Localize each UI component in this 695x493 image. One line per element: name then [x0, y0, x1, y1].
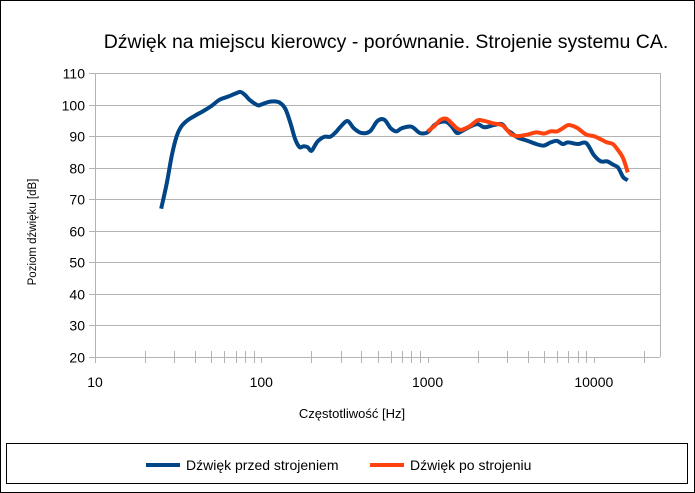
- y-tick-label: 20: [69, 350, 85, 366]
- x-tick-label: 10: [87, 374, 103, 390]
- legend-label-before: Dźwięk przed strojeniem: [186, 457, 339, 473]
- x-tick-label: 10000: [574, 374, 613, 390]
- y-tick-label: 70: [69, 192, 85, 208]
- series-layer: [159, 89, 630, 210]
- legend-entry-before: Dźwięk przed strojeniem: [146, 457, 339, 473]
- y-tick-label: 80: [69, 161, 85, 177]
- y-tick-label: 110: [63, 66, 86, 82]
- x-axis-label: Częstotliwość [Hz]: [299, 406, 405, 421]
- y-tick-label: 30: [69, 318, 85, 334]
- grid-layer: [89, 73, 660, 358]
- legend-label-after: Dźwięk po strojeniu: [410, 457, 531, 473]
- y-tick-label: 40: [69, 287, 85, 303]
- y-tick-label: 50: [69, 255, 85, 271]
- y-axis-label: Poziom dźwięku [dB]: [27, 179, 39, 286]
- legend-box: [6, 443, 688, 484]
- legend-entry-after: Dźwięk po strojeniu: [370, 457, 531, 473]
- axis-layer: 20 30 40 50 60 70 80 90 100 110 10 100 1000 10000: [62, 66, 661, 390]
- chart-title: Dźwięk na miejscu kierowcy - porównanie.…: [104, 31, 669, 53]
- y-tick-label: 100: [62, 98, 86, 114]
- series-line-before: [159, 89, 629, 210]
- x-tick-label: 100: [250, 374, 274, 390]
- y-tick-label: 60: [69, 224, 85, 240]
- series-line-after: [426, 116, 630, 174]
- x-tick-label: 1000: [412, 374, 443, 390]
- y-tick-label: 90: [69, 129, 85, 145]
